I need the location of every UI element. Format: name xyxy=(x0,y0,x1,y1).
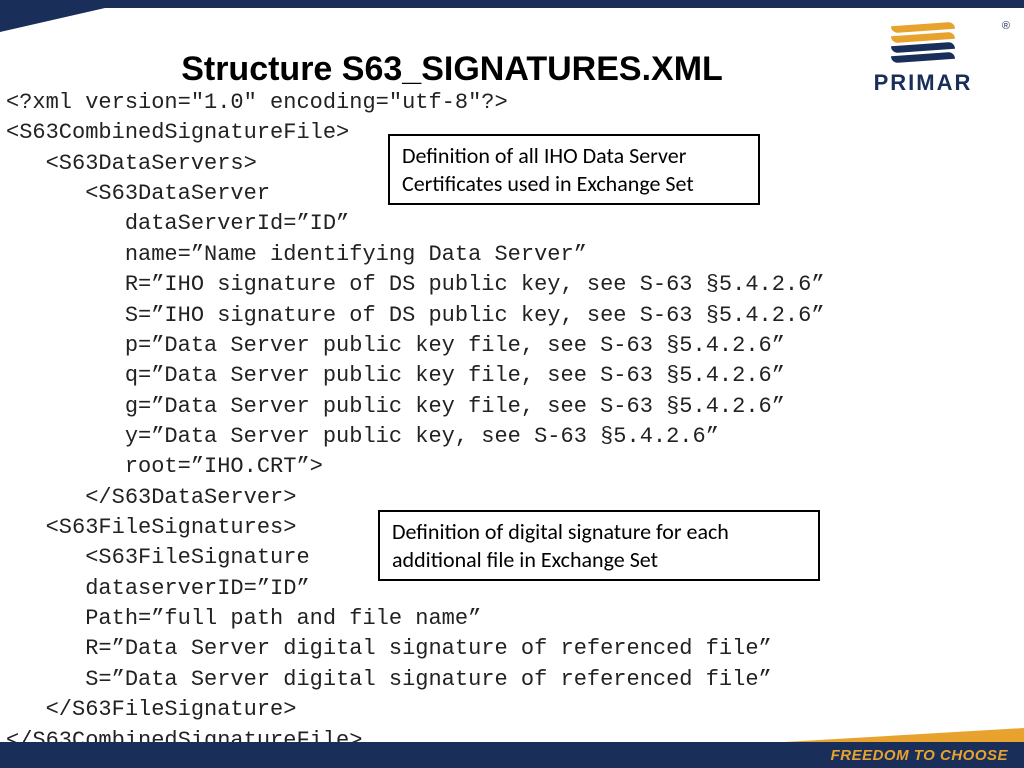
footer-tagline: FREEDOM TO CHOOSE xyxy=(831,747,1008,764)
callout-dataservers: Definition of all IHO Data Server Certif… xyxy=(388,134,760,205)
footer-accent xyxy=(784,728,1024,742)
footer-bar: FREEDOM TO CHOOSE xyxy=(0,742,1024,768)
header-accent xyxy=(0,0,140,32)
callout-filesignatures: Definition of digital signature for each… xyxy=(378,510,820,581)
slide-title: Structure S63_SIGNATURES.XML xyxy=(0,50,1024,89)
registered-mark: ® xyxy=(1002,20,1010,32)
